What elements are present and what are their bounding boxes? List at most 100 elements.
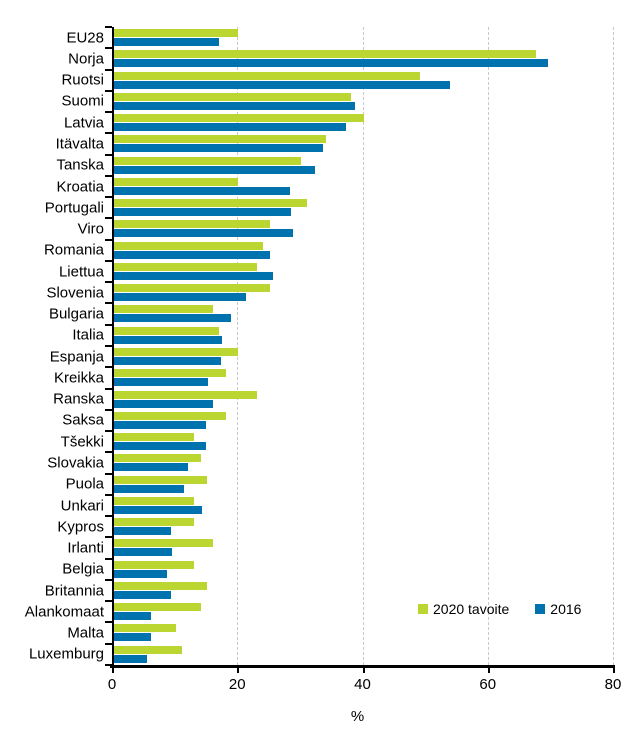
category-label-liettua: Liettua <box>58 263 104 281</box>
bar-2020-tavoite-saksa <box>113 411 226 420</box>
bar-2020-tavoite-viro <box>113 220 270 229</box>
x-axis-tick-20 <box>237 668 240 673</box>
bar-2016-belgia <box>113 569 168 578</box>
bar-2016-luxemburg <box>113 654 147 663</box>
bar-2016-viro <box>113 229 294 238</box>
y-axis-tick <box>105 26 112 28</box>
x-axis-title: % <box>350 708 365 725</box>
category-label-unkari: Unkari <box>60 497 104 514</box>
legend-swatch-2020-tavoite <box>418 604 428 614</box>
bar-2020-tavoite-slovakia <box>113 454 201 463</box>
bar-2020-tavoite-irlanti <box>113 539 214 548</box>
gridline-60 <box>487 27 489 665</box>
y-axis-tick <box>105 302 112 305</box>
bar-2020-tavoite-britannia <box>113 581 207 590</box>
bar-2020-tavoite-espanja <box>113 348 239 356</box>
y-axis-tick <box>105 174 112 177</box>
category-label-tšekki: Tšekki <box>60 433 104 451</box>
bar-2016-slovenia <box>113 293 247 302</box>
y-axis-tick <box>105 47 112 50</box>
bar-2020-tavoite-itävalta <box>113 135 326 144</box>
category-label-saksa: Saksa <box>62 411 104 429</box>
bar-2016-romania <box>113 250 270 259</box>
y-axis-tick <box>105 578 112 581</box>
x-axis-line <box>110 665 615 668</box>
category-label-belgia: Belgia <box>62 560 104 578</box>
y-axis-tick <box>105 132 112 135</box>
bar-2016-ruotsi <box>113 80 450 89</box>
bar-2020-tavoite-luxemburg <box>113 645 182 654</box>
legend-item-2016: 2016 <box>535 602 581 616</box>
x-tick-label-20: 20 <box>228 676 246 693</box>
category-label-slovenia: Slovenia <box>46 284 104 302</box>
category-label-malta: Malta <box>67 624 104 642</box>
y-axis-tick <box>105 68 112 71</box>
bar-2016-itävalta <box>113 144 323 153</box>
y-axis-tick <box>105 472 112 475</box>
bar-2016-puola <box>113 484 184 493</box>
y-axis-tick <box>105 430 112 433</box>
y-axis-tick <box>105 600 112 603</box>
category-label-bulgaria: Bulgaria <box>48 305 104 323</box>
category-label-slovakia: Slovakia <box>47 454 104 472</box>
category-label-ranska: Ranska <box>53 390 104 408</box>
bar-2016-alankomaat <box>113 612 151 621</box>
category-label-latvia: Latvia <box>63 114 104 132</box>
y-axis-tick <box>105 621 112 624</box>
plot-area <box>112 27 614 665</box>
bar-2020-tavoite-italia <box>113 326 220 335</box>
y-axis-line <box>112 27 114 665</box>
bar-2016-kreikka <box>113 378 209 387</box>
category-label-britannia: Britannia <box>44 582 104 600</box>
legend-item-2020-tavoite: 2020 tavoite <box>418 602 509 616</box>
category-label-espanja: Espanja <box>49 348 104 366</box>
bar-2020-tavoite-norja <box>113 50 536 59</box>
y-axis-tick <box>105 153 112 156</box>
bar-2016-malta <box>113 633 151 642</box>
category-label-viro: Viro <box>77 220 104 238</box>
bar-2016-ranska <box>113 399 214 408</box>
bar-2016-kypros <box>113 527 172 536</box>
y-axis-tick <box>105 345 112 347</box>
y-axis-tick <box>105 196 112 199</box>
category-label-romania: Romania <box>43 241 104 259</box>
bar-2016-kroatia <box>113 186 291 195</box>
y-axis-tick <box>105 536 112 539</box>
y-axis-tick <box>105 238 112 241</box>
category-label-norja: Norja <box>68 50 104 68</box>
category-label-puola: Puola <box>65 475 104 493</box>
y-axis-tick <box>105 111 112 114</box>
bar-2020-tavoite-suomi <box>113 92 351 101</box>
bar-2020-tavoite-tšekki <box>113 433 195 442</box>
x-tick-label-80: 80 <box>604 676 622 693</box>
bar-2016-unkari <box>113 505 202 514</box>
gridline-40 <box>362 27 364 665</box>
x-axis-tick-60 <box>487 668 490 673</box>
bar-2020-tavoite-slovenia <box>113 284 270 293</box>
x-axis-tick-40 <box>362 668 365 673</box>
y-axis-tick <box>105 515 112 518</box>
gridline-80 <box>613 27 614 665</box>
category-label-suomi: Suomi <box>61 92 104 110</box>
bar-2020-tavoite-ranska <box>113 390 258 399</box>
legend-label-2020-tavoite: 2020 tavoite <box>433 601 510 617</box>
bar-2016-espanja <box>113 357 222 365</box>
bar-2020-tavoite-liettua <box>113 262 258 271</box>
category-label-ruotsi: Ruotsi <box>61 71 104 89</box>
x-tick-label-60: 60 <box>479 676 497 693</box>
bar-2020-tavoite-belgia <box>113 560 195 569</box>
bar-2016-slovakia <box>113 463 189 472</box>
category-label-kypros: Kypros <box>57 518 104 536</box>
x-axis-tick-80 <box>613 668 615 673</box>
bar-2016-bulgaria <box>113 314 231 323</box>
gridline-20 <box>237 27 239 665</box>
legend: 2020 tavoite 2016 <box>418 602 581 616</box>
bar-2020-tavoite-kroatia <box>113 177 239 186</box>
category-label-kroatia: Kroatia <box>56 178 104 195</box>
y-axis-tick <box>105 451 112 454</box>
category-label-kreikka: Kreikka <box>53 369 104 387</box>
bar-2016-tanska <box>113 165 315 174</box>
y-axis-tick <box>105 323 112 326</box>
legend-label-2016: 2016 <box>550 601 582 617</box>
